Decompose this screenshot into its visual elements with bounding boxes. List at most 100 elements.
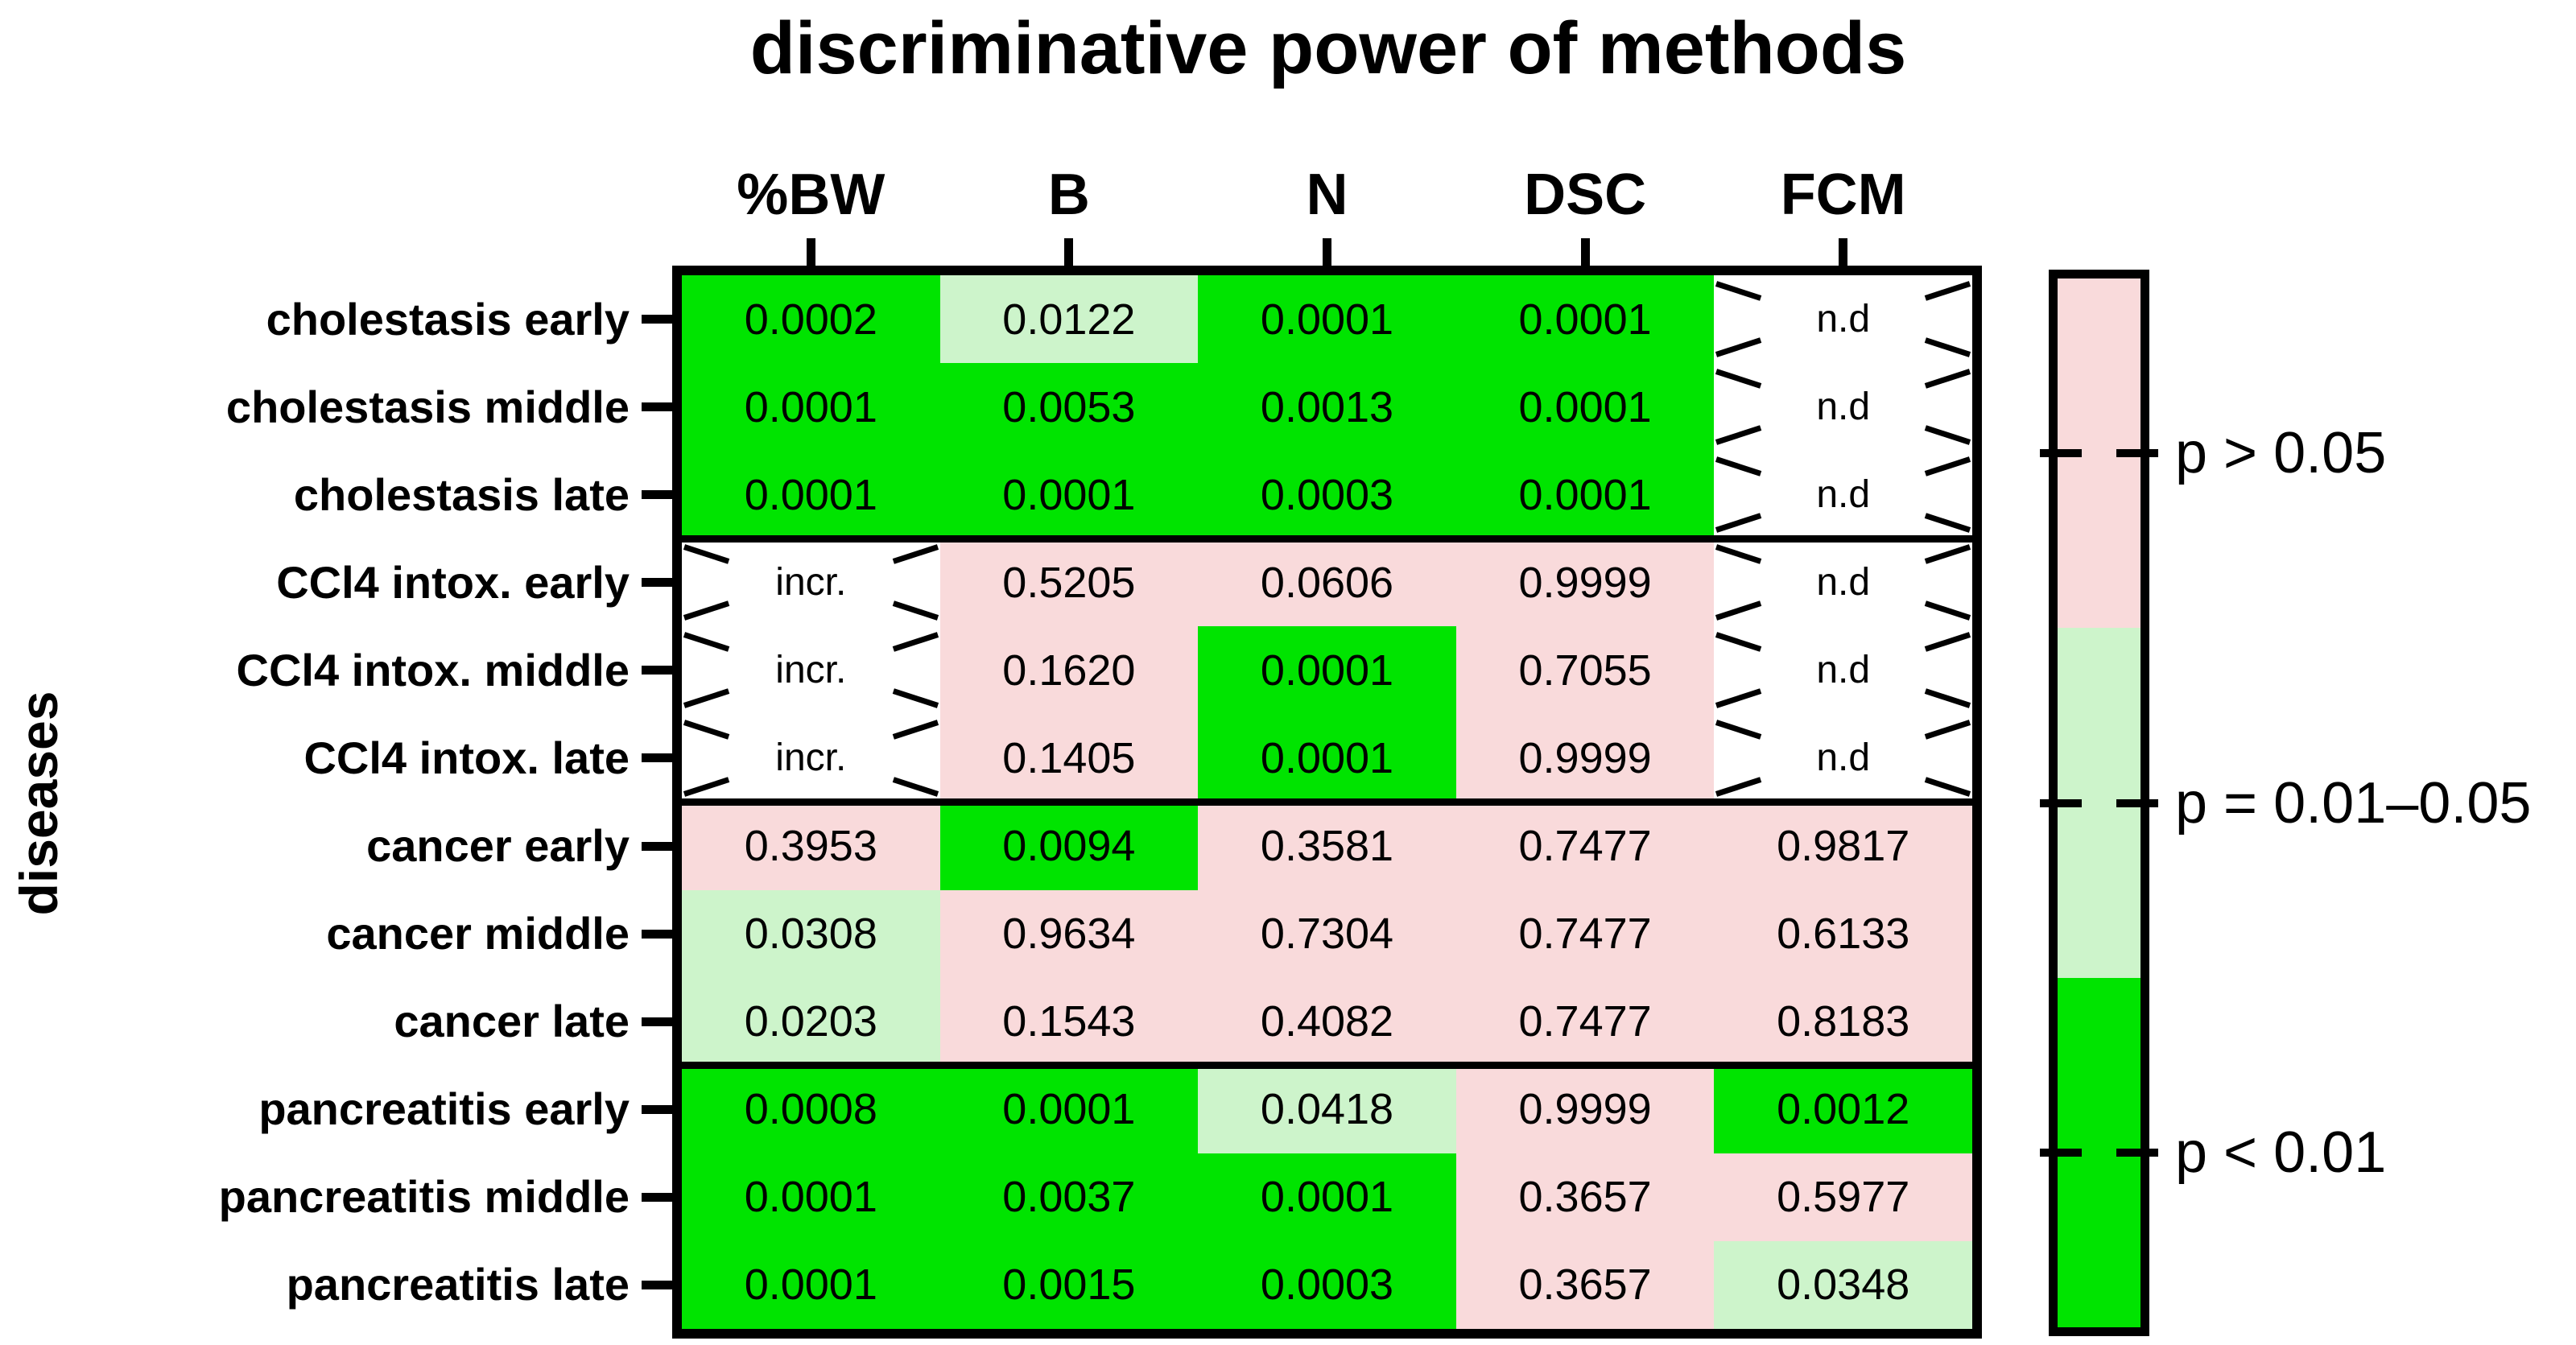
heatmap-cell: 0.0013 — [1198, 363, 1456, 452]
heatmap-cell: incr. — [682, 538, 940, 627]
row-label: pancreatitis early — [258, 1083, 630, 1135]
row-label: pancreatitis middle — [218, 1171, 630, 1223]
cell-value: n.d — [1816, 473, 1871, 517]
cell-value: n.d — [1816, 386, 1871, 429]
break-chevron-mark — [1924, 513, 1971, 534]
heatmap-cell: 0.7304 — [1198, 889, 1456, 978]
heatmap-cell: 0.0001 — [682, 451, 940, 539]
cell-value: 0.3581 — [1260, 822, 1394, 871]
cell-value: 0.1405 — [1002, 733, 1136, 782]
legend-label: p = 0.01–0.05 — [2175, 770, 2532, 835]
column-tick — [1323, 238, 1331, 266]
heatmap-cell: 0.0001 — [1198, 714, 1456, 802]
heatmap-cell: 0.5977 — [1714, 1153, 1972, 1241]
cell-value: 0.9999 — [1518, 733, 1652, 782]
row-label: cancer late — [394, 996, 630, 1047]
heatmap-cell: 0.0015 — [939, 1240, 1199, 1329]
cell-value: 0.7477 — [1518, 910, 1652, 959]
heatmap-cell: 0.0001 — [1198, 275, 1456, 364]
heatmap-cell: 0.7477 — [1455, 889, 1715, 978]
row-tick — [642, 402, 673, 412]
heatmap-cell: 0.0418 — [1198, 1065, 1456, 1153]
row-tick — [642, 1017, 673, 1026]
row-tick — [642, 1104, 673, 1114]
break-chevron-mark — [892, 720, 939, 741]
cell-value: 0.3657 — [1518, 1173, 1652, 1222]
heatmap-cell: 0.3657 — [1455, 1153, 1715, 1241]
break-chevron-mark — [1924, 544, 1971, 565]
break-chevron-mark — [1924, 337, 1971, 357]
heatmap-cell: 0.0348 — [1714, 1240, 1972, 1329]
break-chevron-mark — [1715, 720, 1762, 741]
heatmap-cell: 0.0606 — [1198, 538, 1456, 627]
row-label: cancer early — [366, 820, 630, 872]
row-tick — [642, 490, 673, 500]
cell-value: 0.0001 — [1518, 382, 1652, 431]
heatmap-cell: 0.5205 — [939, 538, 1199, 627]
break-chevron-mark — [1715, 688, 1762, 709]
group-separator — [682, 534, 1972, 543]
break-chevron-mark — [1924, 369, 1971, 389]
heatmap-cell: 0.0012 — [1714, 1065, 1972, 1153]
heatmap-cell: 0.3657 — [1455, 1240, 1715, 1329]
legend-tick — [2040, 1148, 2082, 1157]
break-chevron-mark — [1924, 720, 1971, 741]
heatmap-cell: 0.0001 — [1198, 626, 1456, 715]
heatmap-cell: 0.0002 — [682, 275, 940, 364]
heatmap-cell: 0.0001 — [939, 451, 1199, 539]
heatmap-cell: 0.0001 — [1455, 451, 1715, 539]
cell-value: 0.5205 — [1002, 558, 1136, 607]
cell-value: 0.7304 — [1260, 910, 1394, 959]
heatmap-cell: 0.6133 — [1714, 889, 1972, 978]
heatmap-grid: 0.0002 0.0122 0.0001 0.0001 n.d 0.0001 0.0053 0… — [682, 275, 1972, 1329]
cell-value: 0.5977 — [1777, 1173, 1910, 1222]
cell-value: 0.0001 — [1260, 646, 1394, 695]
break-chevron-mark — [1715, 425, 1762, 445]
break-chevron-mark — [1715, 544, 1762, 565]
break-chevron-mark — [683, 632, 730, 653]
cell-value: incr. — [775, 561, 847, 604]
cell-value: 0.1543 — [1002, 997, 1136, 1046]
legend-label: p < 0.01 — [2175, 1120, 2387, 1185]
break-chevron-mark — [1924, 688, 1971, 709]
heatmap-cell: 0.0203 — [682, 977, 940, 1066]
row-label: CCl4 intox. middle — [236, 644, 630, 695]
cell-value: n.d — [1816, 561, 1871, 604]
cell-value: 0.8183 — [1777, 997, 1910, 1046]
legend-label: p > 0.05 — [2175, 421, 2387, 486]
heatmap-cell: 0.8183 — [1714, 977, 1972, 1066]
break-chevron-mark — [1715, 456, 1762, 477]
heatmap-cell: 0.4082 — [1198, 977, 1456, 1066]
break-chevron-mark — [1715, 281, 1762, 301]
heatmap-cell: n.d — [1714, 451, 1972, 539]
break-chevron-mark — [1924, 456, 1971, 477]
break-chevron-mark — [1715, 776, 1762, 797]
cell-value: 0.3657 — [1518, 1260, 1652, 1310]
cell-value: 0.7055 — [1518, 646, 1652, 695]
column-header: %BW — [737, 163, 886, 227]
cell-value: 0.0122 — [1002, 295, 1136, 344]
column-header: N — [1306, 163, 1348, 227]
heatmap-cell: 0.7477 — [1455, 977, 1715, 1066]
cell-value: 0.6133 — [1777, 910, 1910, 959]
heatmap-cell: 0.0037 — [939, 1153, 1199, 1241]
legend-tick — [2116, 449, 2158, 458]
heatmap-cell: 0.0001 — [682, 1153, 940, 1241]
cell-value: incr. — [775, 736, 847, 780]
cell-value: 0.1620 — [1002, 646, 1136, 695]
cell-value: 0.0037 — [1002, 1173, 1136, 1222]
cell-value: 0.0606 — [1260, 558, 1394, 607]
break-chevron-mark — [892, 544, 939, 565]
heatmap-cell: 0.0003 — [1198, 1240, 1456, 1329]
break-chevron-mark — [1924, 776, 1971, 797]
break-chevron-mark — [1924, 632, 1971, 653]
cell-value: 0.0418 — [1260, 1085, 1394, 1134]
row-label: cancer middle — [326, 908, 630, 959]
cell-value: 0.0203 — [744, 997, 877, 1046]
heatmap-cell: 0.7055 — [1455, 626, 1715, 715]
heatmap-cell: 0.0122 — [939, 275, 1199, 364]
chart-title: discriminative power of methods — [749, 7, 1907, 89]
heatmap-cell: 0.9999 — [1455, 714, 1715, 802]
heatmap-cell: 0.0008 — [682, 1065, 940, 1153]
heatmap-cell: 0.0308 — [682, 889, 940, 978]
